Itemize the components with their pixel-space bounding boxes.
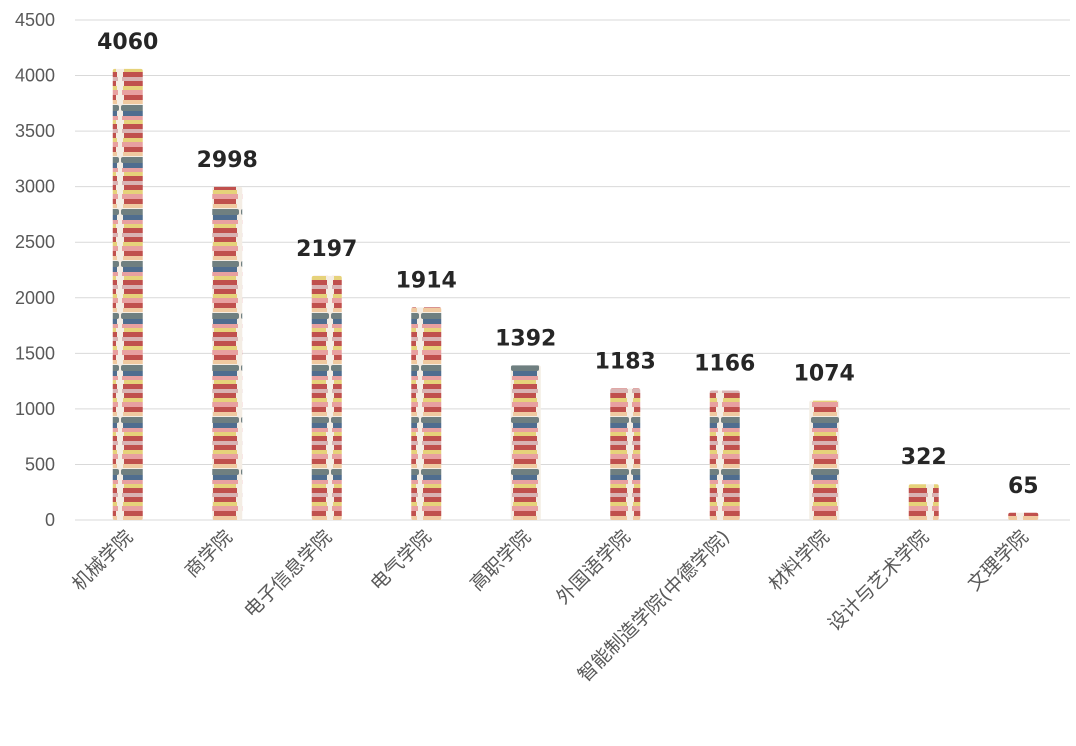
- bar-1: [212, 186, 243, 520]
- x-tick-label-4: 高职学院: [466, 526, 535, 595]
- bar-3: [411, 307, 442, 520]
- data-label-2: 2197: [296, 237, 357, 262]
- data-label-5: 1183: [595, 350, 656, 375]
- bar-5: [610, 388, 641, 520]
- data-label-7: 1074: [794, 362, 855, 387]
- bar-2: [311, 275, 342, 520]
- data-label-8: 322: [901, 445, 947, 470]
- x-tick-label-0: 机械学院: [68, 526, 137, 595]
- bar-7: [809, 400, 840, 520]
- y-tick-label-0: 0: [45, 510, 55, 530]
- y-tick-label-4500: 4500: [15, 10, 55, 30]
- y-tick-label-2000: 2000: [15, 288, 55, 308]
- data-label-3: 1914: [396, 268, 457, 293]
- x-tick-label-1: 商学院: [181, 526, 237, 582]
- data-label-0: 4060: [97, 30, 158, 55]
- bar-4: [510, 365, 541, 520]
- bar-8: [908, 484, 939, 520]
- x-tick-label-8: 设计与艺术学院: [824, 526, 934, 636]
- bar-9: [1008, 512, 1039, 520]
- data-label-1: 2998: [197, 148, 258, 173]
- data-label-9: 65: [1008, 474, 1039, 499]
- y-tick-label-500: 500: [25, 454, 55, 474]
- y-tick-label-4000: 4000: [15, 66, 55, 86]
- y-tick-label-3500: 3500: [15, 121, 55, 141]
- y-tick-label-1500: 1500: [15, 343, 55, 363]
- data-label-4: 1392: [495, 326, 556, 351]
- bar-6: [709, 390, 740, 520]
- bar-0: [112, 68, 143, 520]
- y-tick-label-2500: 2500: [15, 232, 55, 252]
- x-tick-label-9: 文理学院: [963, 526, 1032, 595]
- x-tick-label-5: 外国语学院: [552, 526, 635, 609]
- data-label-6: 1166: [694, 351, 755, 376]
- x-tick-label-2: 电子信息学院: [240, 526, 336, 622]
- y-tick-label-3000: 3000: [15, 177, 55, 197]
- x-tick-label-7: 材料学院: [764, 526, 833, 595]
- y-tick-label-1000: 1000: [15, 399, 55, 419]
- x-tick-label-3: 电气学院: [366, 526, 435, 595]
